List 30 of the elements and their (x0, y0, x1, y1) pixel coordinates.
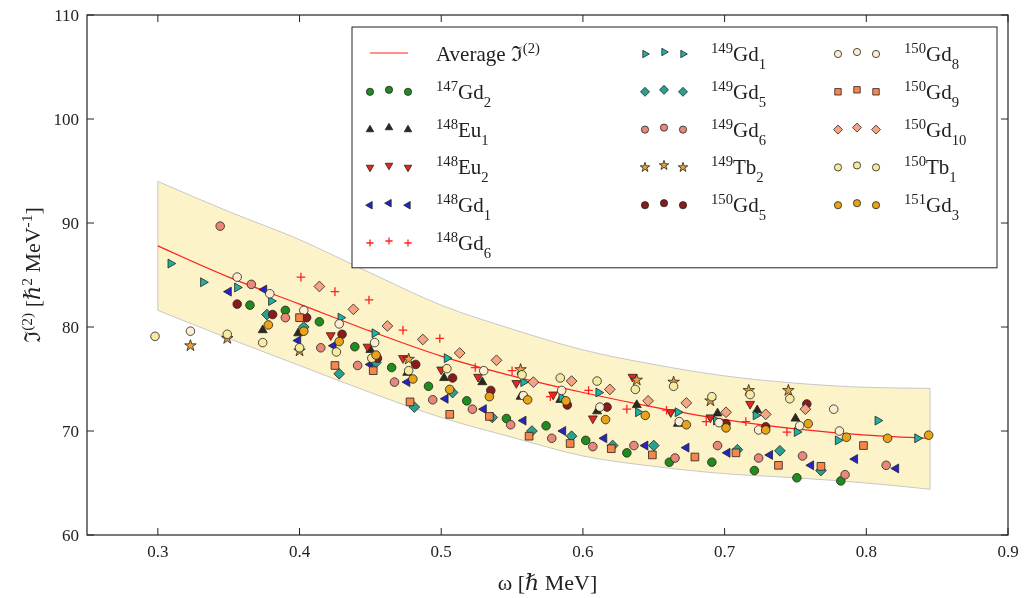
legend-label: $^{149}$Gd$_{5}$ (711, 77, 767, 110)
x-tick-label: 0.6 (572, 542, 594, 561)
legend-label: Average ℑ$^{(2)}$ (436, 40, 541, 66)
legend-label: $^{150}$Tb$_{1}$ (904, 153, 957, 186)
x-tick-label: 0.8 (855, 542, 877, 561)
legend-label: $^{150}$Gd$_{5}$ (711, 191, 767, 224)
legend-label: $^{148}$Eu$_{2}$ (436, 153, 489, 186)
legend-label: $^{149}$Tb$_{2}$ (711, 153, 764, 186)
x-axis-title: ω [ℏ MeV] (497, 570, 598, 595)
legend-label: $^{151}$Gd$_{3}$ (904, 191, 960, 224)
legend-label: $^{148}$Gd$_{1}$ (436, 191, 492, 224)
legend-label: $^{148}$Gd$_{6}$ (436, 229, 492, 261)
x-tick-label: 0.5 (430, 542, 452, 561)
legend-label: $^{147}$Gd$_{2}$ (436, 77, 492, 110)
x-tick-label: 0.3 (147, 542, 169, 561)
x-tick-label: 0.4 (288, 542, 311, 561)
x-tick-label: 0.7 (713, 542, 736, 561)
y-tick-label: 80 (62, 318, 79, 337)
legend-label: $^{150}$Gd$_{8}$ (904, 40, 960, 72)
legend-label: $^{148}$Eu$_{1}$ (436, 115, 489, 148)
legend-label: $^{150}$Gd$_{10}$ (904, 115, 967, 148)
legend-label: $^{150}$Gd$_{9}$ (904, 77, 960, 110)
y-tick-label: 110 (54, 6, 79, 25)
y-tick-label: 100 (53, 110, 79, 129)
legend-label: $^{149}$Gd$_{6}$ (711, 115, 767, 148)
y-tick-label: 70 (62, 422, 79, 441)
y-tick-label: 60 (62, 526, 79, 545)
legend-label: $^{149}$Gd$_{1}$ (711, 40, 767, 72)
y-tick-label: 90 (62, 214, 79, 233)
x-tick-label: 0.9 (997, 542, 1019, 561)
